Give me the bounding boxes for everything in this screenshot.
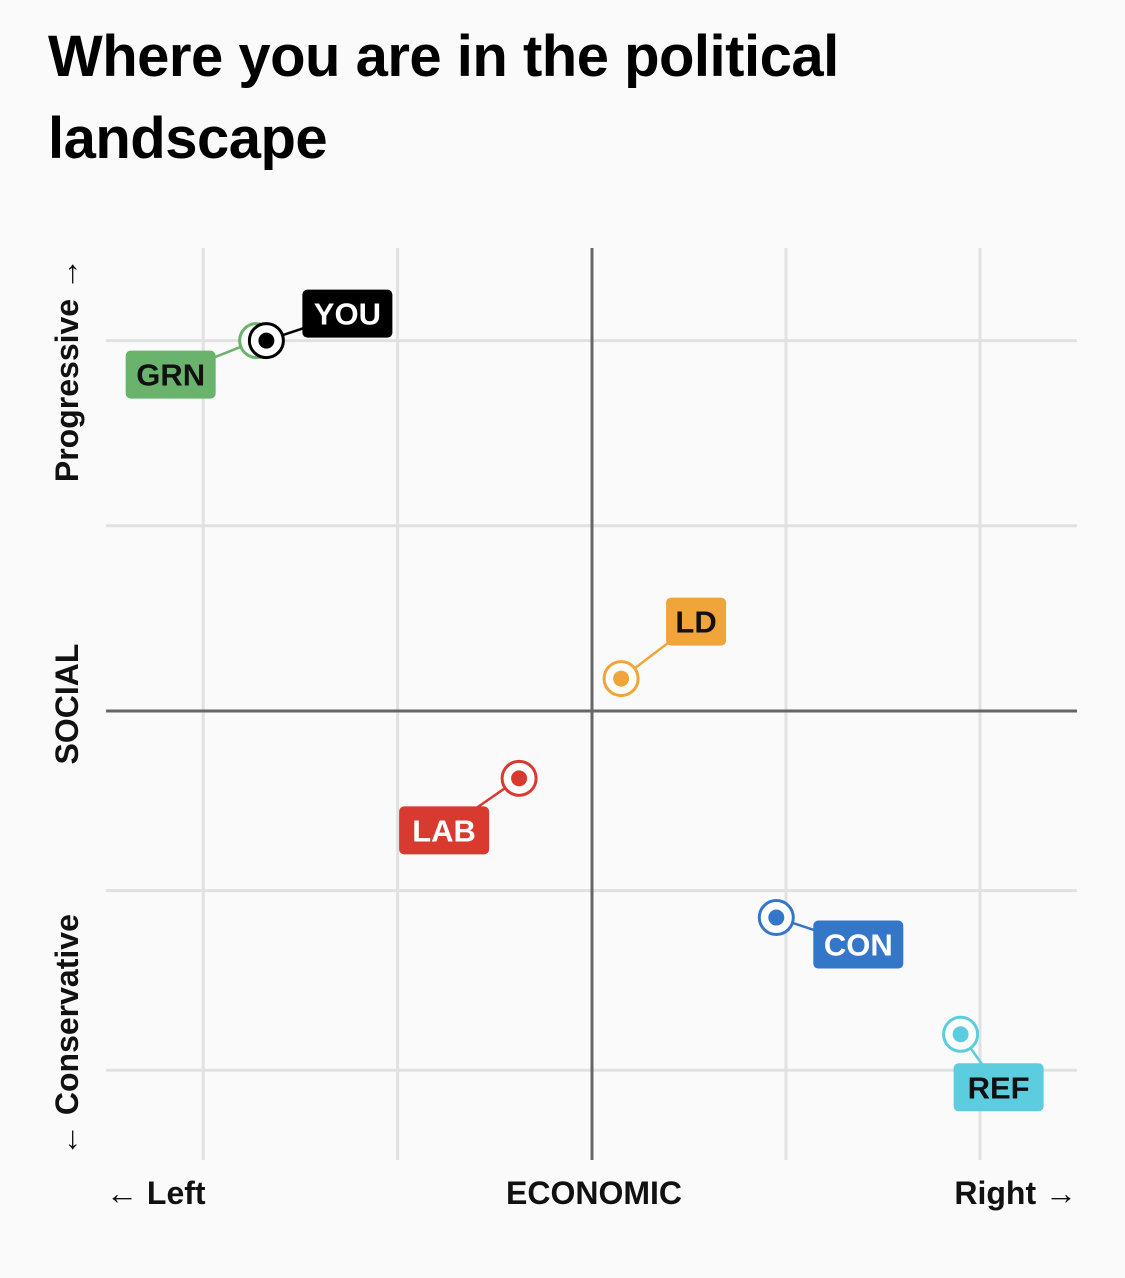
party-marker-you: YOU	[247, 289, 393, 360]
page-title: Where you are in the political landscape	[48, 24, 839, 171]
point-label-bg	[125, 350, 216, 399]
point-dot	[613, 670, 630, 687]
point-label-bg	[813, 920, 904, 969]
center-axes	[106, 248, 1077, 1160]
party-marker-lab: LAB	[399, 759, 538, 855]
x-left-label: ← Left	[106, 1175, 206, 1211]
x-right-label: Right →	[954, 1175, 1077, 1211]
point-label: REF	[968, 1070, 1030, 1105]
axis-labels: ← Left ECONOMIC Right → Progressive → SO…	[49, 258, 1077, 1211]
point-label: LD	[675, 605, 716, 640]
y-axis-title: SOCIAL	[49, 644, 85, 765]
point-dot	[511, 770, 528, 787]
party-markers: GRN LD LAB CON REF YOU	[125, 289, 1044, 1112]
point-label-bg	[953, 1063, 1044, 1112]
point-dot	[952, 1026, 969, 1043]
point-dot	[258, 332, 275, 349]
point-label: GRN	[136, 358, 205, 393]
party-marker-con: CON	[757, 899, 904, 969]
point-label-bg	[302, 289, 393, 338]
point-label: LAB	[412, 813, 476, 848]
point-label: YOU	[314, 297, 381, 332]
party-marker-ref: REF	[942, 1015, 1044, 1112]
point-label-bg	[399, 806, 490, 855]
x-axis-title: ECONOMIC	[506, 1175, 682, 1211]
point-dot	[768, 909, 785, 926]
point-label-bg	[666, 597, 727, 646]
party-marker-ld: LD	[602, 597, 727, 698]
point-label: CON	[824, 928, 893, 963]
y-top-label: Progressive →	[49, 258, 85, 482]
y-bottom-label: ← Conservative	[49, 914, 85, 1156]
